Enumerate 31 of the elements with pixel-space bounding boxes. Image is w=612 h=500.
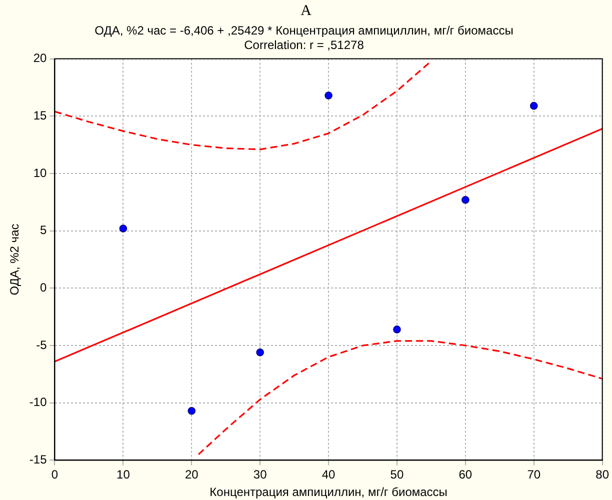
y-tick-label: -10 xyxy=(29,395,48,410)
point xyxy=(530,102,538,110)
y-tick-label: 15 xyxy=(33,108,48,122)
x-tick-label: 50 xyxy=(390,468,404,482)
y-tick-label: -5 xyxy=(36,338,48,352)
x-tick-label: 80 xyxy=(596,468,610,482)
y-tick-label: 10 xyxy=(33,166,48,180)
y-tick-label: 0 xyxy=(40,280,48,294)
point xyxy=(393,326,401,334)
chart-title: ОДА, %2 час = -6,406 + ,25429 * Концентрация ампициллин, мг/г биомассы xyxy=(94,24,514,38)
x-tick-label: 30 xyxy=(253,468,268,482)
line-series xyxy=(198,340,602,456)
x-tick-label: 0 xyxy=(51,468,58,482)
point xyxy=(462,196,470,204)
x-tick-label: 20 xyxy=(184,468,199,482)
y-tick-label: -15 xyxy=(29,452,48,467)
x-tick-label: 60 xyxy=(458,468,472,482)
point xyxy=(324,92,332,100)
point xyxy=(188,406,196,415)
x-axis-title: Концентрация ампициллин, мг/г биомассы xyxy=(210,485,448,500)
text: A xyxy=(300,2,312,21)
chart-subtitle: Correlation: r = ,51278 xyxy=(244,38,364,52)
point xyxy=(256,348,264,356)
y-tick-label: 5 xyxy=(40,223,48,238)
point xyxy=(119,224,128,232)
x-tick-label: 40 xyxy=(322,468,336,482)
line-series xyxy=(54,60,432,150)
y-tick-label: 20 xyxy=(33,51,48,66)
x-tick-label: 70 xyxy=(527,468,541,482)
x-tick-label: 10 xyxy=(116,468,130,482)
y-axis-title: ОДА, %2 час xyxy=(8,224,22,296)
